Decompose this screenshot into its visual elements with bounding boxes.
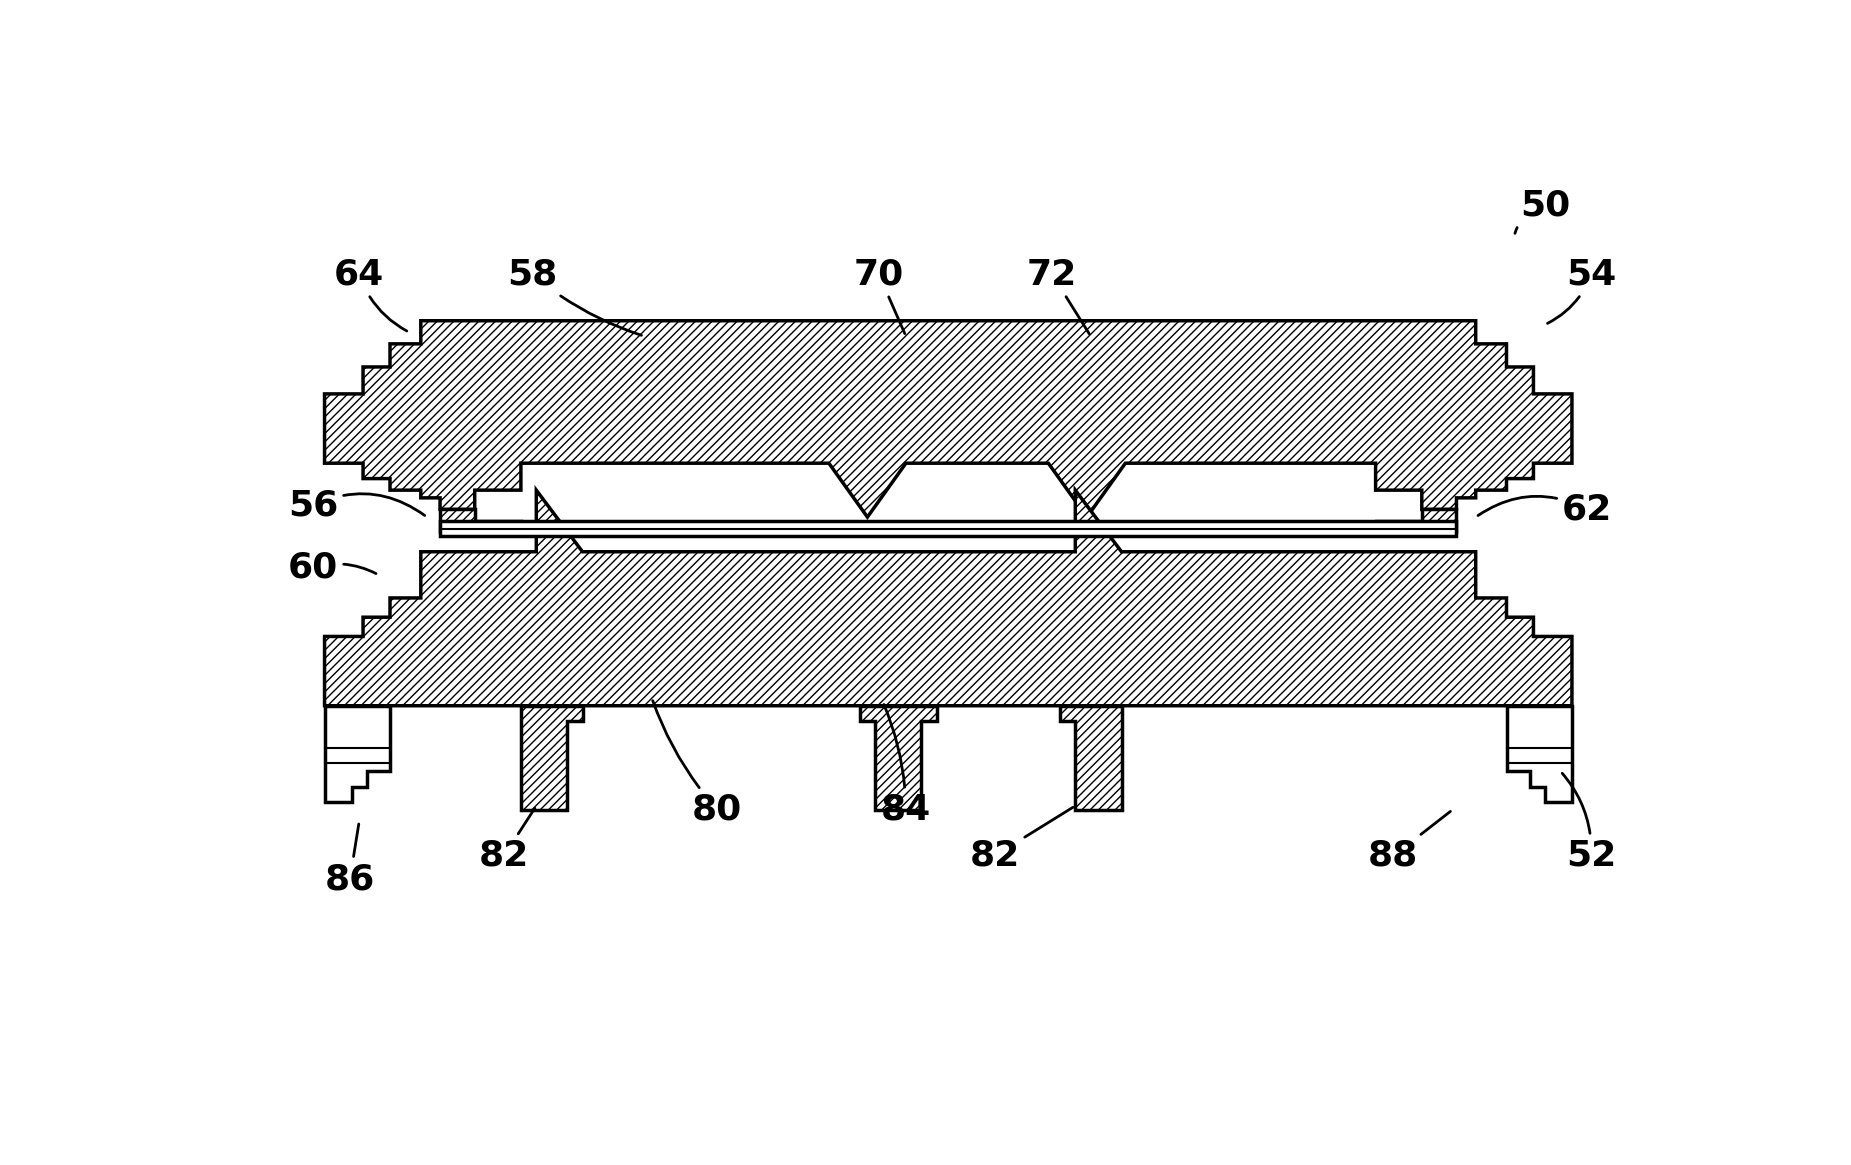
- Text: 58: 58: [507, 257, 642, 336]
- Text: 50: 50: [1514, 189, 1570, 233]
- Text: 52: 52: [1562, 774, 1616, 873]
- Text: 84: 84: [881, 705, 931, 827]
- Text: 72: 72: [1027, 257, 1088, 334]
- Text: 82: 82: [970, 807, 1074, 873]
- Polygon shape: [1507, 706, 1571, 802]
- Text: 62: 62: [1477, 493, 1612, 527]
- Polygon shape: [324, 320, 1571, 517]
- Polygon shape: [441, 521, 1457, 536]
- Text: 54: 54: [1547, 257, 1616, 324]
- Polygon shape: [441, 509, 520, 532]
- Text: 56: 56: [289, 488, 424, 523]
- Text: 60: 60: [289, 550, 376, 584]
- Polygon shape: [1061, 706, 1122, 810]
- Polygon shape: [324, 490, 1571, 706]
- Text: 86: 86: [324, 824, 376, 896]
- Polygon shape: [859, 706, 937, 810]
- Text: 88: 88: [1368, 811, 1451, 873]
- Polygon shape: [520, 464, 1375, 552]
- Text: 80: 80: [653, 700, 742, 827]
- Text: 64: 64: [333, 257, 407, 331]
- Text: 70: 70: [853, 257, 905, 333]
- Polygon shape: [324, 706, 391, 802]
- Text: 82: 82: [479, 809, 535, 873]
- Polygon shape: [520, 706, 583, 810]
- Polygon shape: [1375, 509, 1457, 532]
